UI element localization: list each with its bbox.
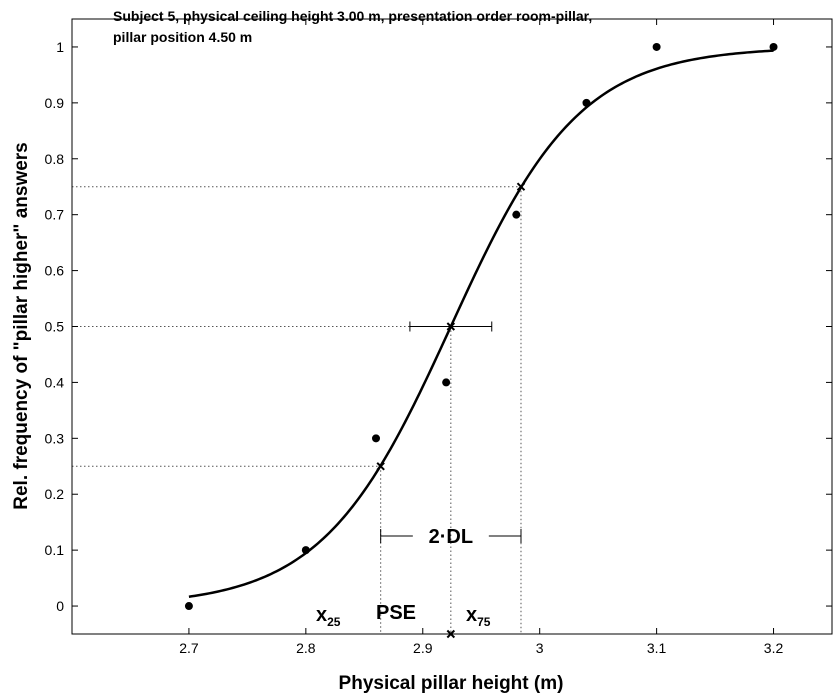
y-tick-label: 0.7 (45, 207, 65, 223)
annot-x25-main: x (316, 604, 327, 626)
reference-lines (72, 186, 522, 634)
annot-x75: x75 (466, 604, 491, 629)
x-axis-title: Physical pillar height (m) (339, 673, 564, 694)
x-tick-label: 3 (536, 640, 544, 656)
y-axis-ticks: 0 0.1 0.2 0.3 0.4 0.5 0.6 0.7 0.8 0.9 1 (45, 39, 832, 614)
y-tick-label: 0.9 (45, 95, 65, 111)
quantile-markers-layer (376, 182, 526, 639)
data-point (442, 378, 451, 387)
fit-curve (188, 49, 774, 598)
x25-marker (376, 462, 385, 471)
x-axis-ticks: 2.7 2.8 2.9 3 3.1 3.2 (179, 19, 783, 656)
x-tick-label: 3.2 (764, 640, 784, 656)
cross-stroke (446, 322, 456, 331)
annot-x25-sub: 25 (327, 615, 341, 629)
data-point (372, 434, 380, 443)
data-point (769, 42, 778, 51)
x-tick-label: 3.1 (647, 640, 667, 656)
x75-marker (516, 182, 526, 191)
chart-title-line-1: Subject 5, physical ceiling height 3.00 … (113, 8, 592, 24)
annot-x75-main: x (466, 604, 477, 626)
data-points-layer (184, 42, 778, 611)
y-tick-label: 0.8 (45, 151, 65, 167)
chart-title-line-2: pillar position 4.50 m (113, 29, 252, 45)
y-tick-label: 1 (56, 39, 64, 55)
data-point (184, 602, 193, 611)
x-tick-label: 2.8 (296, 640, 316, 656)
y-tick-label: 0.1 (45, 542, 65, 558)
fit-curve-layer (188, 49, 774, 598)
y-tick-label: 0.4 (45, 374, 65, 390)
data-point (652, 42, 661, 51)
data-point (301, 546, 310, 555)
annot-x25: x25 (316, 604, 341, 629)
data-point (582, 98, 591, 107)
dl-label: 2·DL (429, 526, 473, 548)
y-axis-title: Rel. frequency of "pillar higher" answer… (11, 142, 32, 510)
y-tick-label: 0.2 (45, 486, 65, 502)
y-tick-label: 0 (56, 598, 64, 614)
cross-stroke (516, 182, 526, 191)
annot-pse: PSE (376, 602, 416, 624)
cross-stroke (376, 462, 385, 471)
data-point (512, 210, 521, 219)
pse-marker (446, 322, 456, 331)
annot-x75-sub: 75 (477, 615, 491, 629)
dl-annotation: 2·DL (380, 526, 522, 548)
x-tick-label: 2.7 (179, 640, 199, 656)
y-tick-label: 0.3 (45, 430, 65, 446)
x-tick-label: 2.9 (413, 640, 433, 656)
y-tick-label: 0.5 (45, 319, 65, 335)
y-tick-label: 0.6 (45, 263, 65, 279)
